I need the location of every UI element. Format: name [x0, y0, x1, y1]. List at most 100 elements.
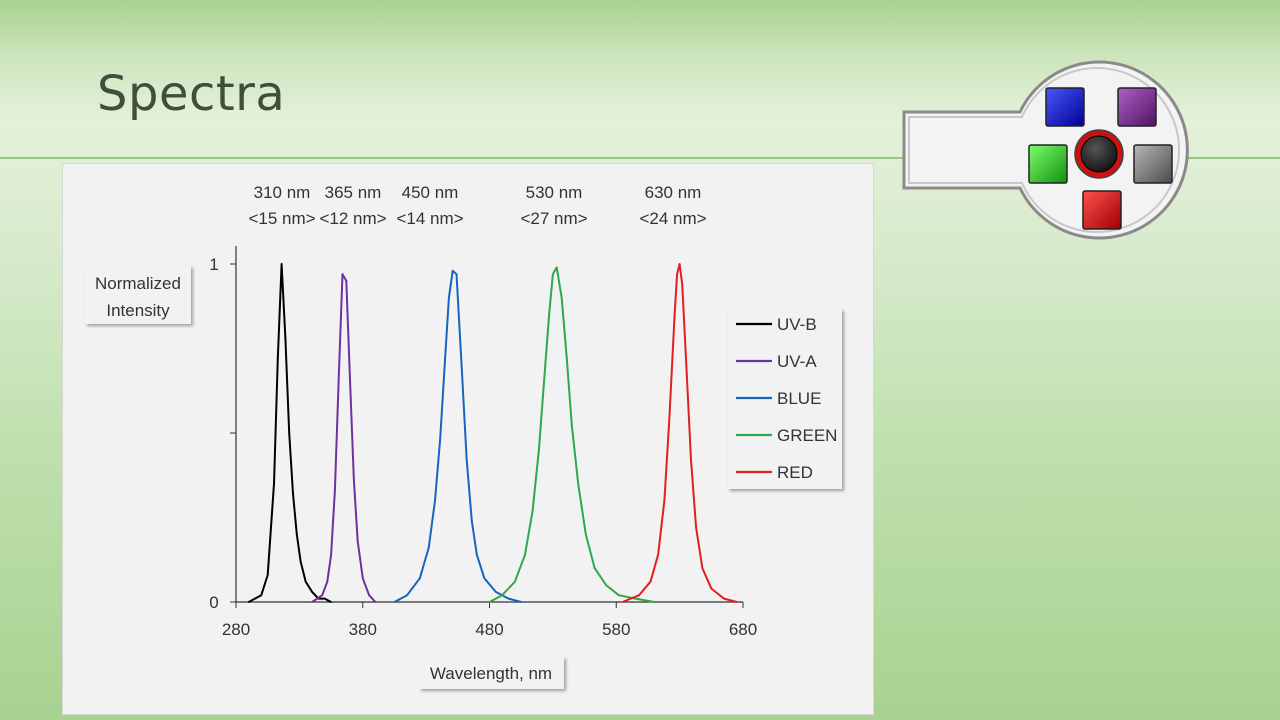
- data-point-blue: [444, 357, 446, 360]
- series-line-uv-a: [311, 273, 377, 603]
- data-point-red: [690, 459, 692, 461]
- legend-label-uv-a: UV-A: [777, 352, 817, 371]
- data-point-green: [524, 553, 526, 556]
- red-led-button: [1082, 190, 1122, 230]
- data-point-green: [501, 594, 504, 597]
- data-point-green: [543, 381, 545, 384]
- data-point-uv-b: [292, 492, 294, 495]
- data-point-green: [617, 594, 620, 597]
- data-point-uv-a: [374, 601, 377, 603]
- y-tick-label-0: 0: [209, 593, 218, 612]
- annotation-peak-3: 530 nm: [526, 183, 583, 202]
- data-point-uv-a: [330, 553, 332, 556]
- data-point-blue: [418, 577, 421, 580]
- data-point-green: [577, 482, 580, 485]
- data-point-uv-b: [323, 597, 326, 600]
- annotation-peak-2: 450 nm: [402, 183, 459, 202]
- annotation-width-3: <27 nm>: [520, 209, 587, 228]
- data-point-red: [649, 580, 652, 583]
- legend-label-green: GREEN: [777, 426, 837, 445]
- annotation-width-0: <15 nm>: [248, 209, 315, 228]
- data-point-red: [685, 357, 687, 360]
- data-point-green: [488, 601, 491, 603]
- data-point-uv-b: [266, 574, 269, 576]
- y-axis-title-bg: [85, 266, 191, 324]
- series-line-blue: [393, 269, 522, 603]
- data-point-red: [638, 594, 640, 597]
- data-point-green: [605, 584, 607, 586]
- y-tick-label-1: 1: [209, 255, 218, 274]
- annotation-width-4: <24 nm>: [639, 209, 706, 228]
- data-point-red: [735, 601, 738, 603]
- data-point-blue: [448, 296, 450, 299]
- x-axis-title-box: Wavelength, nm: [419, 657, 564, 689]
- data-point-uv-b: [276, 357, 279, 360]
- y-axis-title-line-0: Normalized: [95, 274, 181, 293]
- data-point-uv-a: [368, 594, 370, 597]
- data-point-blue: [520, 601, 523, 603]
- gray-led-button: [1133, 144, 1173, 184]
- annotation-peak-0: 310 nm: [254, 183, 311, 202]
- data-point-red: [678, 263, 681, 265]
- data-point-uv-b: [330, 601, 332, 603]
- data-point-uv-b: [311, 591, 313, 593]
- data-point-uv-a: [311, 601, 313, 603]
- spectra-chart-panel: 280 380 480 580 680 0 1 310 nm <15 nm> 365 nm <12 …: [62, 163, 874, 715]
- data-point-green: [514, 580, 516, 583]
- data-point-blue: [427, 547, 430, 549]
- data-point-blue: [434, 499, 436, 502]
- data-point-uv-a: [353, 479, 355, 482]
- data-point-red: [710, 587, 713, 590]
- data-point-uv-a: [349, 381, 351, 384]
- data-point-green: [560, 296, 563, 299]
- data-point-uv-b: [280, 263, 283, 265]
- legend: UV-B UV-A BLUE GREEN RED: [728, 309, 842, 489]
- x-axis-title: Wavelength, nm: [430, 664, 552, 683]
- data-point-green: [555, 266, 558, 269]
- data-point-green: [538, 449, 540, 451]
- data-point-uv-b: [247, 601, 250, 603]
- annotation-width-2: <14 nm>: [396, 209, 463, 228]
- data-point-green: [548, 313, 550, 316]
- data-point-green: [565, 357, 568, 360]
- data-point-uv-b: [304, 580, 307, 583]
- data-point-uv-a: [345, 280, 348, 282]
- data-point-uv-b: [273, 482, 275, 485]
- data-point-blue: [483, 577, 486, 580]
- data-point-red: [673, 313, 676, 316]
- data-point-blue: [470, 520, 473, 522]
- data-point-red: [668, 415, 671, 417]
- device-logo: [902, 60, 1189, 240]
- blue-led-button: [1045, 87, 1085, 127]
- data-point-green: [653, 601, 656, 603]
- x-tick-label-680: 680: [729, 620, 757, 639]
- data-point-red: [676, 273, 678, 275]
- data-point-uv-a: [337, 378, 340, 380]
- data-point-uv-b: [295, 533, 298, 536]
- data-point-blue: [393, 601, 396, 603]
- legend-label-blue: BLUE: [777, 389, 821, 408]
- data-point-green: [593, 567, 596, 570]
- annotation-width-1: <12 nm>: [319, 209, 386, 228]
- data-point-uv-a: [334, 489, 336, 492]
- data-point-green: [552, 273, 554, 275]
- data-point-red: [663, 499, 666, 502]
- x-axis-title-bg: [419, 657, 564, 689]
- purple-led-button: [1117, 87, 1157, 127]
- center-knob-icon: [1080, 135, 1118, 173]
- data-point-red: [695, 526, 697, 529]
- slide-title: Spectra: [97, 66, 286, 122]
- data-point-blue: [451, 269, 454, 272]
- x-tick-label-580: 580: [602, 620, 630, 639]
- y-axis-title-box: Normalized Intensity: [85, 266, 191, 324]
- data-point-blue: [465, 459, 468, 461]
- data-point-red: [723, 597, 725, 600]
- series-line-red: [622, 263, 737, 603]
- data-point-uv-a: [341, 273, 344, 275]
- data-point-green: [531, 509, 534, 512]
- x-tick-label-480: 480: [475, 620, 503, 639]
- data-point-blue: [507, 597, 510, 600]
- data-point-red: [681, 283, 684, 286]
- data-point-blue: [494, 591, 497, 593]
- data-point-uv-b: [299, 560, 302, 563]
